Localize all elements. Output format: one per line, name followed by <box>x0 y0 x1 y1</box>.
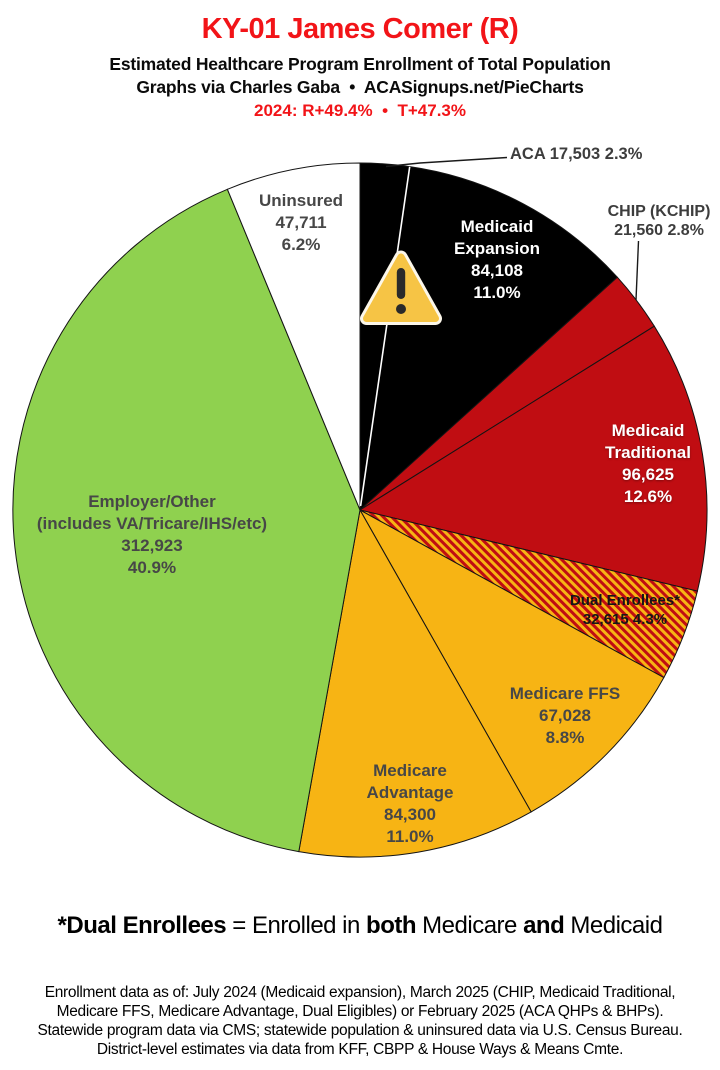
aca-pct: 2.3% <box>604 145 643 163</box>
slice-label-chip: CHIP (KCHIP) 21,560 2.8% <box>608 202 711 240</box>
slice-label-medicare-ffs: Medicare FFS 67,028 8.8% <box>509 684 621 747</box>
pie-slice-uninsured <box>226 162 361 511</box>
subtitle-line-1: Estimated Healthcare Program Enrollment … <box>109 54 611 74</box>
pie-slice-employer-other <box>12 188 361 853</box>
dual-enrollees-note: *Dual Enrollees = Enrolled in both Medic… <box>0 912 720 940</box>
chip-leader-line <box>635 240 640 301</box>
chip-name: CHIP (KCHIP) <box>607 203 711 220</box>
slice-label-medicaid-traditional: Medicaid Traditional 96,625 12.6% <box>605 421 691 506</box>
slice-label-uninsured: Uninsured 47,711 6.2% <box>258 191 344 254</box>
dual-note-segment: Medicaid <box>564 912 663 939</box>
footnote-line-3: Statewide program data via CMS; statewid… <box>37 1022 683 1039</box>
aca-leader-line <box>385 156 508 168</box>
dual-note-segment: and <box>523 912 565 939</box>
slice-label-employer-other: Employer/Other (includes VA/Tricare/IHS/… <box>36 492 268 577</box>
aca-value: 17,503 <box>549 145 601 163</box>
warning-exclamation-bar <box>396 268 406 299</box>
slice-label-dual-enrollees: Dual Enrollees* 32,615 4.3% <box>569 592 681 628</box>
dual-note-segment: *Dual Enrollees <box>57 912 227 939</box>
aca-name: ACA <box>510 145 546 163</box>
pie-slice-medicaid-traditional <box>358 325 708 592</box>
dual-note-segment: both <box>366 912 417 939</box>
pie-slices <box>12 162 708 858</box>
warning-exclamation-dot <box>396 304 406 314</box>
aca-slice-divider-line <box>359 166 411 507</box>
footnote-line-2: Medicare FFS, Medicare Advantage, Dual E… <box>56 1003 664 1020</box>
pie-slice-medicaid-expansion <box>359 166 619 512</box>
footnote-line-4: District-level estimates via data from K… <box>96 1041 624 1058</box>
pie-slice-medicare-advantage <box>298 508 532 858</box>
warning-triangle-icon <box>360 250 442 325</box>
partisan-stats-line: 2024: R+49.4% • T+47.3% <box>254 101 466 120</box>
slice-label-medicare-advantage: Medicare Advantage 84,300 11.0% <box>366 761 454 846</box>
chip-value-pct: 21,560 2.8% <box>614 222 704 239</box>
dual-note-segment: = Enrolled in <box>226 912 367 939</box>
page-title: KY-01 James Comer (R) <box>201 13 519 45</box>
slice-label-aca: ACA 17,503 2.3% <box>510 145 642 164</box>
footnote-line-1: Enrollment data as of: July 2024 (Medica… <box>44 984 676 1001</box>
subtitle-line-2: Graphs via Charles Gaba • ACASignups.net… <box>136 77 584 97</box>
slice-label-medicaid-expansion: Medicaid Expansion 84,108 11.0% <box>454 217 540 302</box>
pie-slice-medicare-ffs <box>358 508 665 813</box>
dual-note-segment: Medicare <box>416 912 524 939</box>
